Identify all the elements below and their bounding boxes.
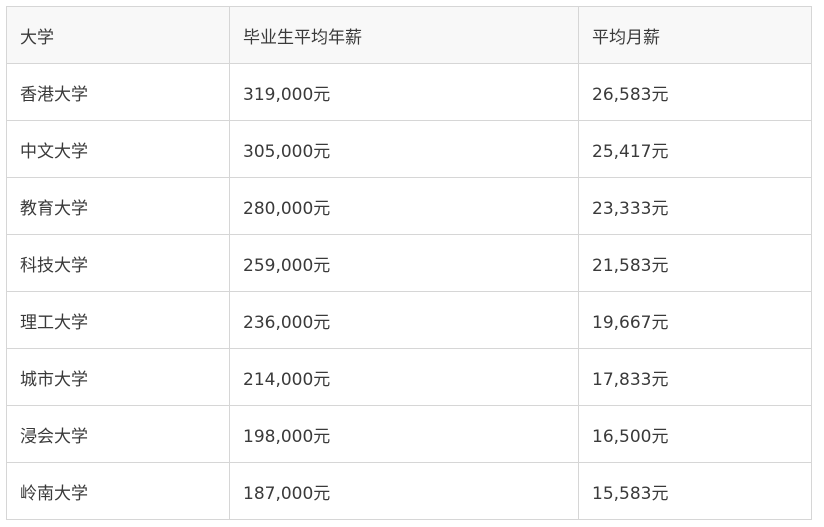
table-row: 香港大学 319,000元 26,583元 [6, 63, 812, 121]
cell-university: 浸会大学 [6, 405, 230, 463]
table-row: 理工大学 236,000元 19,667元 [6, 291, 812, 349]
cell-monthly-salary: 19,667元 [578, 291, 812, 349]
cell-annual-salary: 214,000元 [229, 348, 579, 406]
cell-university: 理工大学 [6, 291, 230, 349]
cell-annual-salary: 305,000元 [229, 120, 579, 178]
cell-university: 中文大学 [6, 120, 230, 178]
table-row: 浸会大学 198,000元 16,500元 [6, 405, 812, 463]
table-row: 城市大学 214,000元 17,833元 [6, 348, 812, 406]
cell-university: 城市大学 [6, 348, 230, 406]
table-row: 岭南大学 187,000元 15,583元 [6, 462, 812, 520]
cell-university: 科技大学 [6, 234, 230, 292]
cell-university: 教育大学 [6, 177, 230, 235]
header-monthly-salary: 平均月薪 [578, 6, 812, 64]
table-row: 教育大学 280,000元 23,333元 [6, 177, 812, 235]
cell-annual-salary: 187,000元 [229, 462, 579, 520]
cell-annual-salary: 319,000元 [229, 63, 579, 121]
salary-table: 大学 毕业生平均年薪 平均月薪 香港大学 319,000元 26,583元 中文大学 3… [6, 6, 812, 520]
cell-annual-salary: 198,000元 [229, 405, 579, 463]
header-university: 大学 [6, 6, 230, 64]
cell-monthly-salary: 25,417元 [578, 120, 812, 178]
cell-monthly-salary: 17,833元 [578, 348, 812, 406]
cell-monthly-salary: 21,583元 [578, 234, 812, 292]
cell-monthly-salary: 15,583元 [578, 462, 812, 520]
cell-university: 香港大学 [6, 63, 230, 121]
cell-monthly-salary: 16,500元 [578, 405, 812, 463]
cell-monthly-salary: 26,583元 [578, 63, 812, 121]
cell-annual-salary: 280,000元 [229, 177, 579, 235]
table-row: 科技大学 259,000元 21,583元 [6, 234, 812, 292]
cell-monthly-salary: 23,333元 [578, 177, 812, 235]
header-annual-salary: 毕业生平均年薪 [229, 6, 579, 64]
cell-annual-salary: 259,000元 [229, 234, 579, 292]
table-row: 中文大学 305,000元 25,417元 [6, 120, 812, 178]
cell-annual-salary: 236,000元 [229, 291, 579, 349]
header-row: 大学 毕业生平均年薪 平均月薪 [6, 6, 812, 64]
cell-university: 岭南大学 [6, 462, 230, 520]
